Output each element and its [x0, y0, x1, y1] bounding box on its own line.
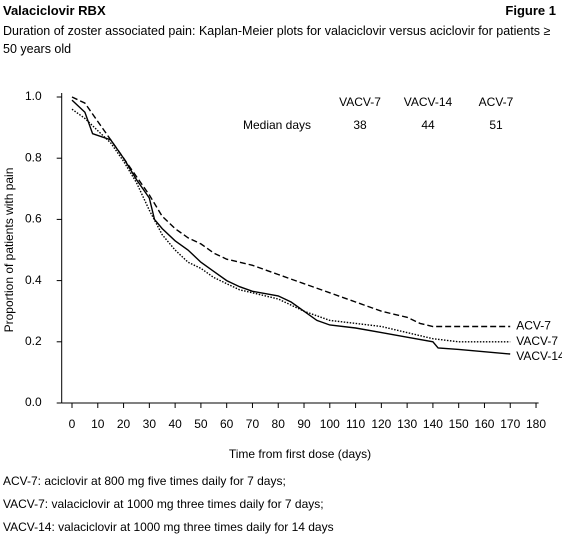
note: VACV-7: valaciclovir at 1000 mg three ti…: [3, 497, 324, 511]
x-axis-title: Time from first dose (days): [229, 447, 371, 461]
median-row-label: Median days: [243, 118, 311, 132]
series-label: VACV-7: [516, 334, 558, 348]
median-column: ACV-7: [479, 95, 514, 109]
x-tick-label: 160: [474, 417, 494, 431]
x-tick-label: 140: [423, 417, 443, 431]
y-tick-label: 0.6: [25, 212, 42, 226]
median-value: 51: [489, 118, 503, 132]
y-tick-label: 0.2: [25, 334, 42, 348]
x-tick-label: 40: [168, 417, 182, 431]
median-column: VACV-14: [404, 95, 453, 109]
x-tick-label: 70: [246, 417, 260, 431]
header-title: Valaciclovir RBX: [3, 3, 106, 18]
x-tick-label: 110: [346, 417, 365, 431]
x-tick-label: 20: [117, 417, 131, 431]
x-tick-label: 90: [297, 417, 311, 431]
chart: Proportion of patients with pain Time fr…: [2, 89, 562, 461]
x-tick-label: 180: [526, 417, 546, 431]
figure-label: Figure 1: [505, 3, 556, 18]
median-column: VACV-7: [339, 95, 381, 109]
y-axis-title: Proportion of patients with pain: [2, 168, 16, 333]
x-tick-label: 150: [449, 417, 469, 431]
km-curve: [71, 108, 511, 343]
x-tick-label: 100: [320, 417, 340, 431]
chart-title: Duration of zoster associated pain: Kapl…: [3, 24, 551, 56]
x-tick-label: 50: [194, 417, 208, 431]
x-tick-label: 60: [220, 417, 234, 431]
y-tick-label: 0.8: [25, 150, 42, 164]
x-tick-label: 0: [69, 417, 76, 431]
x-tick-label: 120: [371, 417, 391, 431]
y-tick-label: 0.4: [25, 273, 42, 287]
series-label: VACV-14: [516, 349, 562, 363]
series-label: ACV-7: [516, 319, 551, 333]
x-tick-label: 10: [91, 417, 105, 431]
x-tick-label: 170: [500, 417, 520, 431]
x-tick-label: 80: [272, 417, 286, 431]
y-tick-label: 1.0: [25, 89, 42, 103]
median-value: 44: [421, 118, 435, 132]
y-tick-label: 0.0: [25, 395, 42, 409]
x-tick-label: 30: [143, 417, 157, 431]
note: ACV-7: aciclovir at 800 mg five times da…: [3, 474, 286, 488]
km-curve: [71, 99, 511, 355]
median-value: 38: [353, 118, 367, 132]
note: VACV-14: valaciclovir at 1000 mg three t…: [3, 520, 334, 534]
x-tick-label: 130: [397, 417, 417, 431]
